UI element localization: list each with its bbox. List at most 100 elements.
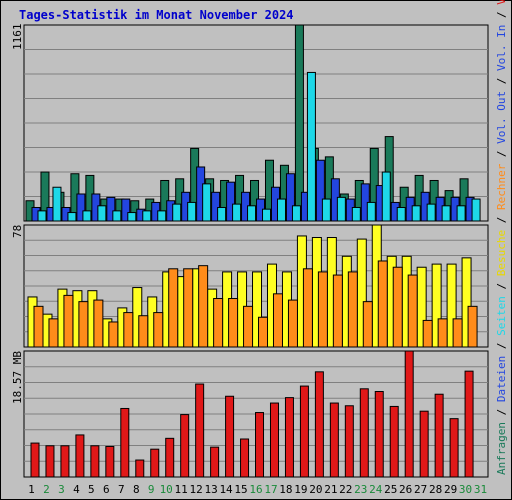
day-label: 30 [459,483,472,496]
seiten-bar [366,201,376,222]
volumen-bar [60,445,70,478]
rechner-bar [302,268,313,348]
seiten-bar [172,203,182,222]
rechner-bar [78,301,89,348]
rechner-bar [168,268,179,348]
volumen-bar [269,402,279,478]
volumen-bar [329,402,339,478]
day-label: 7 [118,483,125,496]
volumen-bar [255,412,265,478]
day-label: 5 [88,483,95,496]
seiten-bar [336,196,346,222]
volumen-bar [419,410,429,478]
seiten-bar [232,203,242,222]
rechner-bar [317,271,328,348]
dateien-bar [285,173,295,222]
rechner-bar [108,321,119,348]
legend-part: Seiten [495,296,508,336]
volumen-bar [359,388,369,478]
day-label: 23 [354,483,367,496]
seiten-bar [112,210,122,222]
rechner-bar [153,312,164,348]
volumen-bar [374,391,384,478]
rechner-bar [33,305,44,348]
volumen-bar [240,438,250,478]
volumen-bar [45,445,55,478]
seiten-bar [157,210,167,222]
seiten-bar [291,205,301,222]
seiten-bar [67,212,77,222]
day-label: 9 [148,483,155,496]
besuche-bar [446,263,457,348]
day-label: 14 [219,483,233,496]
legend-part: / [495,71,508,91]
volumen-bar [344,405,354,478]
rechner-bar [362,301,373,348]
legend-part: Anfragen [495,422,508,475]
rechner-bar [377,260,388,348]
seiten-bar [127,212,137,222]
dateien-bar [76,193,86,222]
dateien-bar [121,198,131,222]
seiten-bar [202,183,212,222]
rechner-bar [407,274,418,348]
volumen-bar [210,446,220,478]
seiten-bar [381,171,391,222]
rechner-bar [467,305,478,348]
legend-part: / [495,336,508,356]
volumen-bar [464,370,474,478]
day-label: 19 [294,483,307,496]
volumen-bar [90,445,100,478]
seiten-bar [426,203,436,222]
besuche-bar [431,263,442,348]
besuche-bar [461,257,472,348]
dateien-bar [315,159,325,222]
volumen-bar [404,350,414,478]
rechner-bar [93,299,104,348]
seiten-bar [471,198,481,222]
day-label: 3 [58,483,65,496]
legend-part: Vol. Out [495,91,508,144]
seiten-bar [441,205,451,222]
rechner-bar [272,293,283,348]
legend-part: / [495,276,508,296]
day-label: 15 [234,483,247,496]
volumen-bar [135,459,145,478]
seiten-bar [262,208,272,222]
legend-part: Volumen [495,0,508,5]
seiten-bar [276,198,286,222]
rechner-bar [287,299,298,348]
right-legend: Anfragen / Dateien / Seiten / Besuche / … [495,0,508,475]
volumen-bar [225,395,235,478]
seiten-bar [52,186,62,222]
day-label: 28 [429,483,442,496]
rechner-bar [228,298,239,348]
day-label: 24 [369,483,383,496]
dateien-bar [106,196,116,222]
seiten-bar [142,210,152,222]
day-label: 25 [384,483,397,496]
rechner-bar [437,318,448,348]
day-label: 18 [279,483,292,496]
seiten-bar [351,206,361,222]
legend-part: / [495,402,508,422]
legend-part: Vol. In [495,25,508,71]
seiten-bar [37,210,47,222]
volumen-bar [449,418,459,478]
legend-part: / [495,5,508,25]
volumen-bar [284,397,294,478]
dateien-bar [226,181,236,222]
rechner-bar [347,271,358,348]
rechner-bar [198,265,209,348]
volumen-bar [299,385,309,478]
chart-title: Tages-Statistik im Monat November 2024 [19,8,294,22]
day-label: 13 [204,483,217,496]
legend-part: Rechner [495,163,508,210]
day-label: 29 [444,483,457,496]
seiten-bar [247,205,257,222]
volumen-bar [30,442,40,478]
day-label: 8 [133,483,140,496]
seiten-bar [456,205,466,222]
seiten-bar [82,210,92,222]
